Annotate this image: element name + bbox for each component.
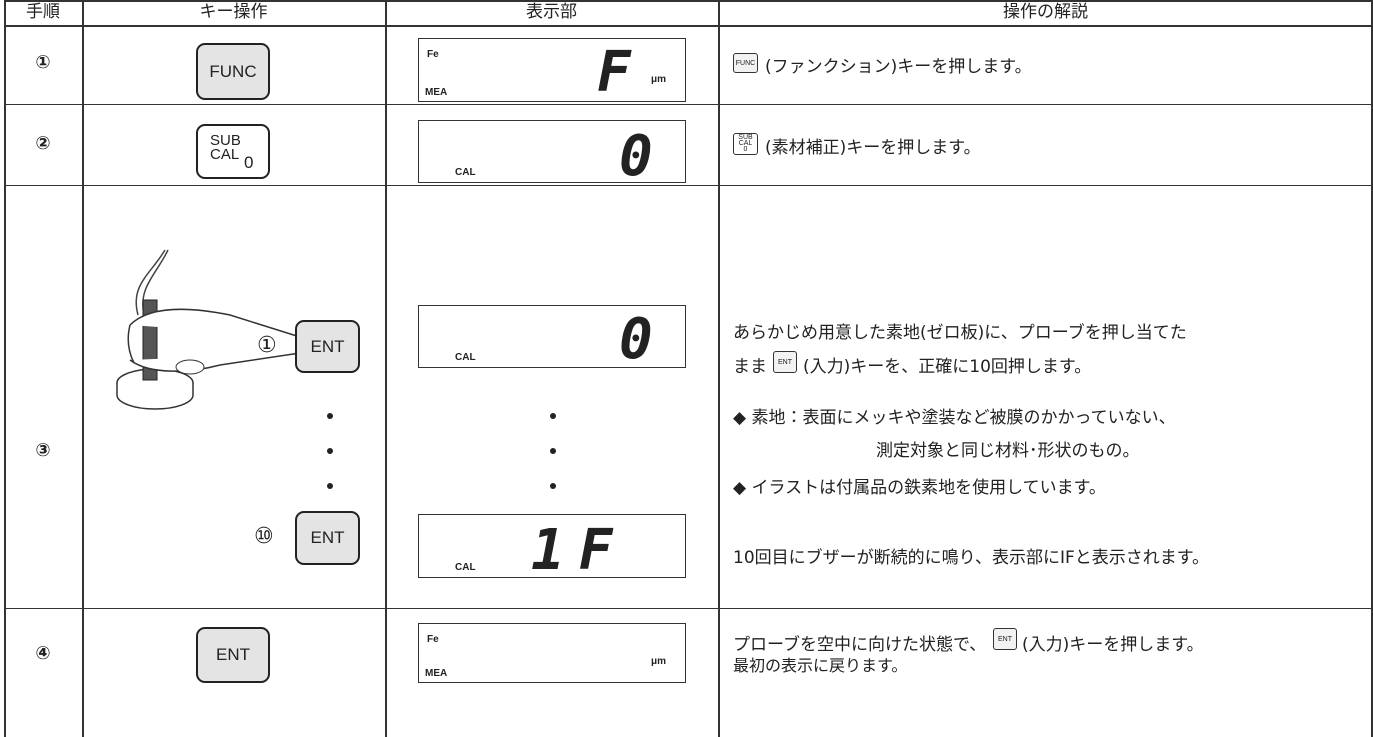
lcd-label: CAL xyxy=(455,167,476,178)
key-icon: ENT xyxy=(993,628,1017,650)
key-icon: SUB CAL 0 xyxy=(733,133,758,155)
ellipsis-dot xyxy=(327,413,333,419)
note: 測定対象と同じ材料･形状のもの。 xyxy=(876,441,1140,461)
key-label: CAL xyxy=(210,145,240,163)
key-label: SUB xyxy=(738,134,753,141)
explanation: (入力)キーを、正確に10回押します。 xyxy=(803,357,1092,377)
key-button: SUB CAL 0 xyxy=(196,124,270,179)
lcd: CAL 0 xyxy=(418,120,686,189)
key-button: FUNC xyxy=(196,43,270,100)
border xyxy=(4,185,1373,186)
lcd-digits: F xyxy=(597,40,645,105)
lcd-label: MEA xyxy=(425,87,448,98)
lcd: Fe MEA μm xyxy=(418,623,686,683)
lcd-label: Fe xyxy=(427,634,439,645)
ellipsis-dot xyxy=(327,483,333,489)
probe-illustration xyxy=(116,249,301,410)
header-cell: 表示部 xyxy=(526,2,577,22)
lcd-digits: 0 xyxy=(619,124,667,189)
lcd-label: μm xyxy=(651,74,667,85)
border xyxy=(4,104,1373,105)
lcd-label: CAL xyxy=(455,352,476,363)
lcd-label: CAL xyxy=(455,562,476,573)
border xyxy=(718,0,720,737)
explanation: 最初の表示に戻ります。 xyxy=(733,656,908,675)
key-label: 0 xyxy=(743,146,748,153)
lcd-label: μm xyxy=(651,656,667,667)
step: ② xyxy=(35,133,51,154)
key-button: ENT xyxy=(196,627,270,683)
ellipsis-dot xyxy=(550,448,556,454)
explanation: (素材補正)キーを押します。 xyxy=(765,138,981,158)
border xyxy=(82,0,84,737)
lcd-label: MEA xyxy=(425,668,448,679)
border xyxy=(4,0,1373,2)
press-number: ⑩ xyxy=(254,524,274,549)
key-label: CAL xyxy=(738,140,753,147)
press-number: ① xyxy=(257,333,277,358)
step: ① xyxy=(35,52,51,73)
border xyxy=(1371,0,1373,737)
explanation: (ファンクション)キーを押します。 xyxy=(765,57,1032,77)
header-cell: 手順 xyxy=(26,2,60,22)
key-label: 0 xyxy=(244,152,254,172)
border xyxy=(4,608,1373,609)
lcd: Fe MEA μm F xyxy=(418,38,686,102)
key-icon: FUNC xyxy=(733,53,758,73)
note: ◆ 素地：表面にメッキや塗装など被膜のかかっていない、 xyxy=(733,408,1176,428)
step: ③ xyxy=(35,440,51,461)
step: ④ xyxy=(35,643,51,664)
explanation: プローブを空中に向けた状態で、 xyxy=(733,635,987,655)
lcd: CAL 0 xyxy=(418,305,686,368)
key-button: ENT xyxy=(295,511,360,565)
lcd-label: Fe xyxy=(427,49,439,60)
lcd-digits: 1F xyxy=(531,518,627,583)
header-cell: キー操作 xyxy=(199,2,268,22)
result: 10回目にブザーが断続的に鳴り、表示部にIFと表示されます。 xyxy=(733,548,1210,568)
header-cell: 操作の解説 xyxy=(1003,2,1088,22)
explanation: (入力)キーを押します。 xyxy=(1022,635,1204,655)
explanation: あらかじめ用意した素地(ゼロ板)に、プローブを押し当てた xyxy=(733,323,1187,343)
border xyxy=(4,0,6,737)
ellipsis-dot xyxy=(550,483,556,489)
border xyxy=(4,25,1373,27)
key-label: SUB xyxy=(210,131,241,149)
ellipsis-dot xyxy=(327,448,333,454)
explanation: まま xyxy=(733,357,767,377)
ellipsis-dot xyxy=(550,413,556,419)
key-button: ENT xyxy=(295,320,360,373)
border xyxy=(385,0,387,737)
lcd: CAL 1F xyxy=(418,514,686,583)
lcd-digits: 0 xyxy=(619,307,667,372)
key-icon: ENT xyxy=(773,351,797,373)
note: ◆ イラストは付属品の鉄素地を使用しています。 xyxy=(733,478,1106,498)
